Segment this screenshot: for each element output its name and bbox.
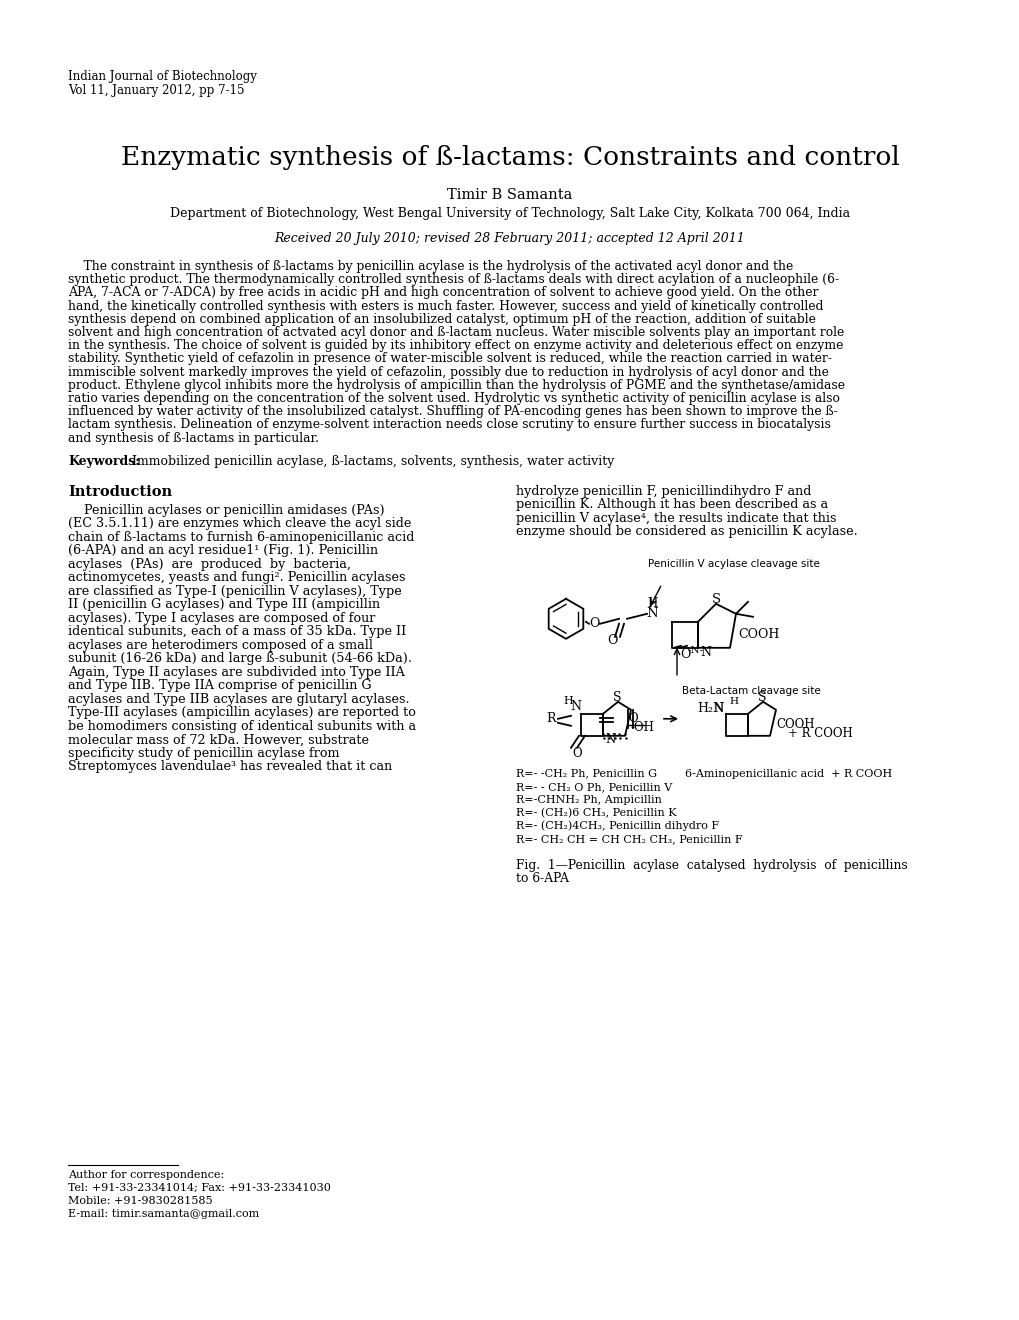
Text: R=- -CH₂ Ph, Penicillin G        6-Aminopenicillanic acid  + R COOH: R=- -CH₂ Ph, Penicillin G 6-Aminopenicil…	[516, 768, 892, 779]
Text: O: O	[588, 618, 598, 631]
Text: (6-APA) and an acyl residue1¹ (Fig. 1). Penicillin: (6-APA) and an acyl residue1¹ (Fig. 1). …	[68, 544, 378, 557]
Text: N: N	[713, 702, 723, 715]
Text: molecular mass of 72 kDa. However, substrate: molecular mass of 72 kDa. However, subst…	[68, 734, 369, 746]
Text: O: O	[679, 648, 690, 661]
Text: S: S	[612, 692, 621, 705]
Text: influenced by water activity of the insolubilized catalyst. Shuffling of PA-enco: influenced by water activity of the inso…	[68, 405, 837, 418]
Text: Penicillin acylases or penicillin amidases (PAs): Penicillin acylases or penicillin amidas…	[68, 504, 384, 517]
Text: The constraint in synthesis of ß-lactams by penicillin acylase is the hydrolysis: The constraint in synthesis of ß-lactams…	[68, 260, 793, 273]
Text: Department of Biotechnology, West Bengal University of Technology, Salt Lake Cit: Department of Biotechnology, West Bengal…	[170, 207, 849, 220]
Text: acylases  (PAs)  are  produced  by  bacteria,: acylases (PAs) are produced by bacteria,	[68, 558, 351, 570]
Text: Mobile: +91-9830281585: Mobile: +91-9830281585	[68, 1196, 212, 1206]
Text: Enzymatic synthesis of ß-lactams: Constraints and control: Enzymatic synthesis of ß-lactams: Constr…	[120, 145, 899, 170]
Text: chain of ß-lactams to furnish 6-aminopenicillanic acid: chain of ß-lactams to furnish 6-aminopen…	[68, 531, 414, 544]
Text: synthetic product. The thermodynamically controlled synthesis of ß-lactams deals: synthetic product. The thermodynamically…	[68, 273, 839, 286]
Text: Tel: +91-33-23341014; Fax: +91-33-23341030: Tel: +91-33-23341014; Fax: +91-33-233410…	[68, 1183, 330, 1193]
Text: N: N	[570, 701, 581, 713]
Text: O: O	[628, 713, 637, 725]
Text: COOH: COOH	[775, 718, 814, 731]
Text: + R COOH: + R COOH	[788, 727, 852, 741]
Text: penicillin V acylase⁴, the results indicate that this: penicillin V acylase⁴, the results indic…	[516, 512, 836, 525]
Text: penicillin K. Although it has been described as a: penicillin K. Although it has been descr…	[516, 499, 827, 511]
Text: Keywords:: Keywords:	[68, 455, 140, 467]
Text: immiscible solvent markedly improves the yield of cefazolin, possibly due to red: immiscible solvent markedly improves the…	[68, 366, 828, 379]
Text: R=- CH₂ CH = CH CH₂ CH₃, Penicillin F: R=- CH₂ CH = CH CH₂ CH₃, Penicillin F	[516, 834, 742, 843]
Text: (EC 3.5.1.11) are enzymes which cleave the acyl side: (EC 3.5.1.11) are enzymes which cleave t…	[68, 517, 411, 531]
Text: and synthesis of ß-lactams in particular.: and synthesis of ß-lactams in particular…	[68, 432, 319, 445]
Text: to 6-APA: to 6-APA	[516, 871, 569, 884]
Text: Author for correspondence:: Author for correspondence:	[68, 1170, 224, 1180]
Text: S: S	[710, 593, 719, 606]
Text: identical subunits, each of a mass of 35 kDa. Type II: identical subunits, each of a mass of 35…	[68, 626, 406, 639]
Text: APA, 7-ACA or 7-ADCA) by free acids in acidic pH and high concentration of solve: APA, 7-ACA or 7-ADCA) by free acids in a…	[68, 286, 817, 300]
Text: II (penicillin G acylases) and Type III (ampicillin: II (penicillin G acylases) and Type III …	[68, 598, 380, 611]
Text: H₂N: H₂N	[697, 702, 723, 715]
Text: are classified as Type-I (penicillin V acylases), Type: are classified as Type-I (penicillin V a…	[68, 585, 401, 598]
Text: Type-III acylases (ampicillin acylases) are reported to: Type-III acylases (ampicillin acylases) …	[68, 706, 416, 719]
Text: in the synthesis. The choice of solvent is guided by its inhibitory effect on en: in the synthesis. The choice of solvent …	[68, 339, 843, 352]
Text: Immobilized penicillin acylase, ß-lactams, solvents, synthesis, water activity: Immobilized penicillin acylase, ß-lactam…	[127, 455, 613, 467]
Text: -N-: -N-	[687, 645, 703, 655]
Text: subunit (16-26 kDa) and large ß-subunit (54-66 kDa).: subunit (16-26 kDa) and large ß-subunit …	[68, 652, 412, 665]
Text: -OH: -OH	[631, 721, 654, 734]
Text: R=- - CH₂ O Ph, Penicillin V: R=- - CH₂ O Ph, Penicillin V	[516, 781, 672, 792]
Text: lactam synthesis. Delineation of enzyme-solvent interaction needs close scrutiny: lactam synthesis. Delineation of enzyme-…	[68, 418, 830, 432]
Text: Vol 11, January 2012, pp 7-15: Vol 11, January 2012, pp 7-15	[68, 84, 245, 96]
Text: specificity study of penicillin acylase from: specificity study of penicillin acylase …	[68, 747, 339, 760]
Text: Indian Journal of Biotechnology: Indian Journal of Biotechnology	[68, 70, 257, 83]
Text: product. Ethylene glycol inhibits more the hydrolysis of ampicillin than the hyd: product. Ethylene glycol inhibits more t…	[68, 379, 844, 392]
Text: H: H	[729, 697, 738, 706]
Text: N: N	[646, 607, 657, 620]
Text: Timir B Samanta: Timir B Samanta	[447, 187, 572, 202]
Text: N: N	[604, 733, 614, 746]
Text: H: H	[646, 598, 656, 610]
Text: acylases and Type IIB acylases are glutaryl acylases.: acylases and Type IIB acylases are gluta…	[68, 693, 410, 706]
Text: Introduction: Introduction	[68, 484, 172, 499]
Text: be homodimers consisting of identical subunits with a: be homodimers consisting of identical su…	[68, 719, 416, 733]
Text: H: H	[562, 696, 573, 706]
Text: N: N	[699, 645, 710, 659]
Text: enzyme should be considered as penicillin K acylase.: enzyme should be considered as penicilli…	[516, 525, 857, 539]
Text: COOH: COOH	[738, 628, 779, 642]
Text: R=- (CH₂)4CH₃, Penicillin dihydro F: R=- (CH₂)4CH₃, Penicillin dihydro F	[516, 821, 718, 832]
Text: E-mail: timir.samanta@gmail.com: E-mail: timir.samanta@gmail.com	[68, 1209, 259, 1218]
Text: R: R	[546, 713, 555, 725]
Text: acylases). Type I acylases are composed of four: acylases). Type I acylases are composed …	[68, 611, 375, 624]
Text: ratio varies depending on the concentration of the solvent used. Hydrolytic vs s: ratio varies depending on the concentrat…	[68, 392, 839, 405]
Text: S: S	[757, 692, 765, 705]
Text: Again, Type II acylases are subdivided into Type IIA: Again, Type II acylases are subdivided i…	[68, 665, 405, 678]
Text: synthesis depend on combined application of an insolubilized catalyst, optimum p: synthesis depend on combined application…	[68, 313, 815, 326]
Text: O: O	[572, 747, 581, 760]
Text: and Type IIB. Type IIA comprise of penicillin G: and Type IIB. Type IIA comprise of penic…	[68, 680, 371, 692]
Text: Penicillin V acylase cleavage site: Penicillin V acylase cleavage site	[647, 558, 819, 569]
Text: acylases are heterodimers composed of a small: acylases are heterodimers composed of a …	[68, 639, 373, 652]
Text: stability. Synthetic yield of cefazolin in presence of water-miscible solvent is: stability. Synthetic yield of cefazolin …	[68, 352, 832, 366]
Text: hydrolyze penicillin F, penicillindihydro F and: hydrolyze penicillin F, penicillindihydr…	[516, 484, 810, 498]
Text: Fig.  1—Penicillin  acylase  catalysed  hydrolysis  of  penicillins: Fig. 1—Penicillin acylase catalysed hydr…	[516, 859, 907, 871]
Text: O: O	[606, 635, 616, 647]
Text: R=- (CH₂)6 CH₃, Penicillin K: R=- (CH₂)6 CH₃, Penicillin K	[516, 808, 676, 818]
Text: solvent and high concentration of actvated acyl donor and ß-lactam nucleus. Wate: solvent and high concentration of actvat…	[68, 326, 844, 339]
Text: Beta-Lactam cleavage site: Beta-Lactam cleavage site	[682, 686, 820, 696]
Text: Received 20 July 2010; revised 28 February 2011; accepted 12 April 2011: Received 20 July 2010; revised 28 Februa…	[274, 232, 745, 246]
Text: Streptomyces lavendulae³ has revealed that it can: Streptomyces lavendulae³ has revealed th…	[68, 760, 392, 774]
Text: actinomycetes, yeasts and fungi². Penicillin acylases: actinomycetes, yeasts and fungi². Penici…	[68, 572, 406, 585]
Text: R=-CHNH₂ Ph, Ampicillin: R=-CHNH₂ Ph, Ampicillin	[516, 795, 661, 805]
Text: hand, the kinetically controlled synthesis with esters is much faster. However, : hand, the kinetically controlled synthes…	[68, 300, 822, 313]
